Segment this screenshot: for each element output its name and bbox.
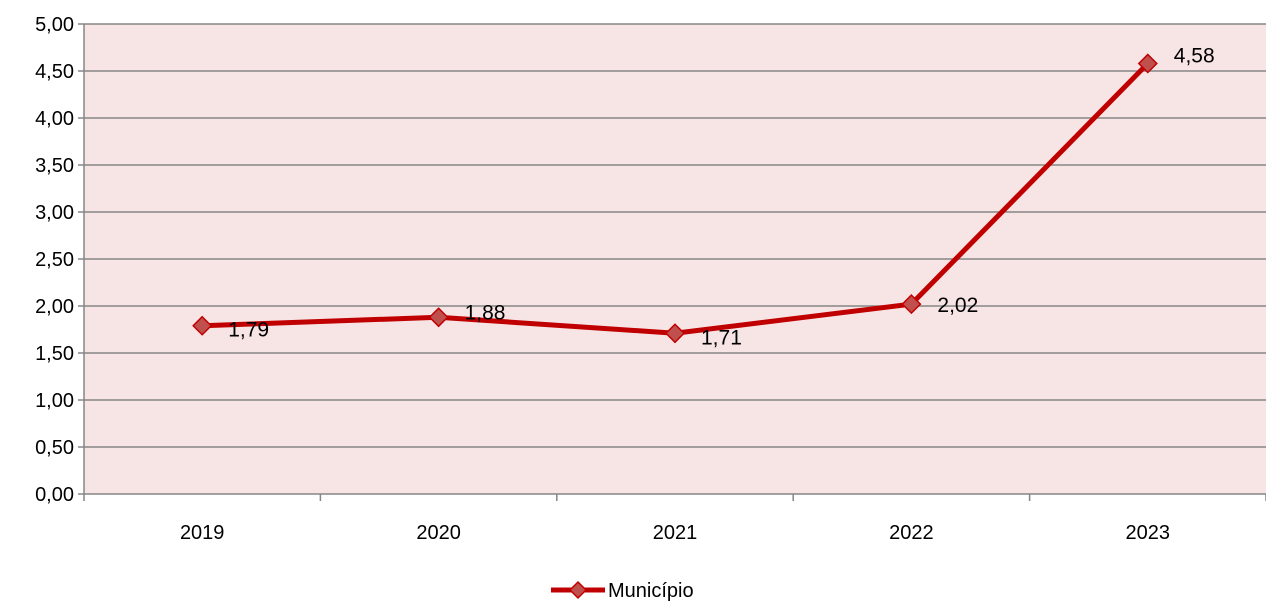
y-tick-label: 5,00 (35, 14, 74, 36)
data-label: 1,71 (701, 326, 742, 349)
series-layer (192, 53, 1158, 344)
y-tick-label: 3,00 (35, 202, 74, 224)
data-label: 2,02 (937, 294, 978, 317)
data-label: 4,58 (1174, 44, 1215, 67)
data-label: 1,79 (228, 319, 269, 342)
y-tick-label: 3,50 (35, 155, 74, 177)
x-tick-label: 2023 (1126, 522, 1171, 544)
y-tick-label: 4,50 (35, 61, 74, 83)
data-point-marker (664, 323, 686, 344)
legend: Município (551, 580, 694, 602)
x-tick-label: 2021 (653, 522, 698, 544)
data-labels: 1,79 1,88 1,71 2,02 4,58 (228, 44, 1214, 349)
x-tick-label: 2019 (180, 522, 225, 544)
data-point-marker (428, 307, 449, 328)
y-tick-label: 1,00 (35, 390, 74, 412)
data-label: 1,88 (465, 301, 506, 324)
y-tick-label: 1,50 (35, 343, 74, 365)
y-tick-label: 2,50 (35, 249, 74, 271)
axes: 0,00 0,50 1,00 1,50 2,00 2,50 3,00 3,50 4,00 4,50… (35, 14, 1266, 544)
gridlines (84, 23, 1266, 448)
y-tick-label: 0,50 (35, 437, 74, 459)
y-tick-label: 0,00 (35, 484, 74, 506)
legend-diamond-marker (568, 580, 588, 600)
data-point-marker (1137, 53, 1158, 74)
y-tick-label: 4,00 (35, 108, 74, 130)
legend-label: Município (608, 580, 694, 602)
y-tick-label: 2,00 (35, 296, 74, 318)
data-point-marker (901, 294, 922, 315)
x-tick-label: 2020 (416, 522, 461, 544)
x-tick-label: 2022 (889, 522, 934, 544)
data-point-marker (192, 315, 213, 336)
